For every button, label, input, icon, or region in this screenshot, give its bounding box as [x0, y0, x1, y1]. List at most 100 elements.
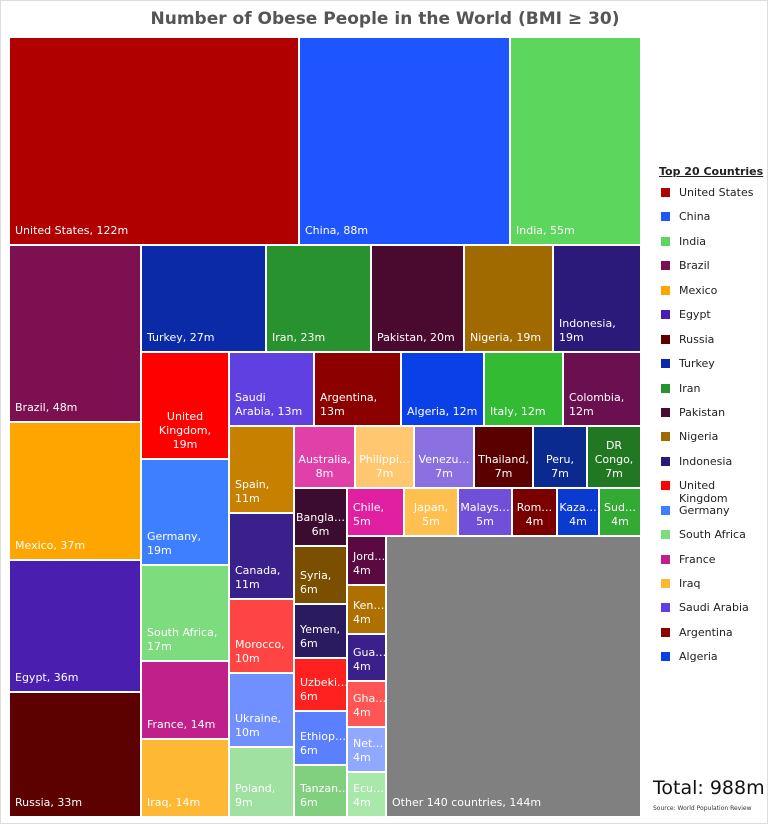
tile-label: Malays… 5m — [460, 501, 510, 528]
tile-label: Kaza… 4m — [559, 501, 597, 528]
legend-swatch — [661, 627, 670, 637]
legend-swatch — [661, 212, 670, 222]
tile-label: South Africa, 17m — [147, 626, 218, 653]
tile-label: United Kingdom, 19m — [158, 410, 212, 451]
tile-iran: Iran, 23m — [266, 245, 371, 352]
legend-label: South Africa — [679, 528, 746, 542]
tile-label: Tanzan… 6m — [300, 782, 347, 809]
legend-item: Russia — [659, 333, 767, 357]
tile-label: Iraq, 14m — [147, 796, 201, 809]
tile-label: Ken… 4m — [353, 599, 385, 626]
tile-label: Egypt, 36m — [15, 671, 79, 684]
tile-label: Argentina, 13m — [320, 391, 378, 418]
tile-label: Indonesia, 19m — [559, 317, 616, 344]
chart-title: Number of Obese People in the World (BMI… — [150, 9, 620, 29]
legend-item: India — [659, 235, 767, 259]
tile-united-states: United States, 122m — [9, 37, 299, 245]
tile-india: India, 55m — [510, 37, 641, 245]
legend-swatch — [661, 334, 670, 344]
legend-label: France — [679, 552, 716, 566]
legend-item: Nigeria — [659, 430, 767, 454]
tile-label: Algeria, 12m — [407, 405, 478, 418]
legend-item: Turkey — [659, 357, 767, 381]
legend-swatch — [661, 432, 670, 442]
legend-swatch — [661, 652, 670, 662]
tile-japan: Japan, 5m — [404, 488, 458, 536]
legend-item: Brazil — [659, 259, 767, 283]
tile-label: Venezu… 7m — [418, 453, 470, 480]
legend-title: Top 20 Countries — [659, 165, 764, 178]
legend-label: Mexico — [679, 283, 718, 297]
tile-argentina: Argentina, 13m — [314, 352, 401, 426]
tile-italy: Italy, 12m — [484, 352, 563, 426]
source-label: Source: World Population Review — [653, 805, 752, 812]
legend-label: Turkey — [679, 357, 715, 371]
tile-label: Chile, 5m — [353, 501, 385, 528]
tile-romania: Rom… 4m — [512, 488, 557, 536]
tile-peru: Peru, 7m — [533, 426, 587, 488]
tile-label: Nigeria, 19m — [470, 331, 542, 344]
tile-label: Ethiop… 6m — [300, 730, 347, 757]
tile-china: China, 88m — [299, 37, 510, 245]
tile-label: Saudi Arabia, 13m — [235, 391, 303, 418]
tile-label: Turkey, 27m — [147, 331, 215, 344]
tile-label: Thailand, 7m — [478, 453, 529, 480]
legend-swatch — [661, 505, 670, 515]
legend-item: Pakistan — [659, 406, 767, 430]
tile-russia: Russia, 33m — [9, 692, 141, 817]
tile-germany: Germany, 19m — [141, 459, 229, 565]
legend-item: Argentina — [659, 626, 767, 650]
legend: Top 20 Countries United States China India… — [659, 165, 767, 675]
tile-label: Colombia, 12m — [569, 391, 625, 418]
legend-label: Germany — [679, 503, 730, 517]
tile-label: Other 140 countries, 144m — [392, 796, 542, 809]
tile-label: Net… 4m — [353, 737, 384, 764]
tile-label: India, 55m — [516, 224, 575, 237]
tile-label: Japan, 5m — [413, 501, 449, 528]
tile-label: Italy, 12m — [490, 405, 546, 418]
legend-item: South Africa — [659, 528, 767, 552]
tile-colombia: Colombia, 12m — [563, 352, 641, 426]
tile-turkey: Turkey, 27m — [141, 245, 266, 352]
tile-label: Morocco, 10m — [235, 638, 285, 665]
tile-label: Ukraine, 10m — [235, 712, 281, 739]
tile-australia: Australia, 8m — [294, 426, 355, 488]
legend-label: Russia — [679, 332, 715, 346]
legend-swatch — [661, 579, 670, 588]
tile-bangladesh: Bangla… 6m — [294, 488, 347, 546]
legend-label: Brazil — [679, 259, 710, 273]
tile-kazakhstan: Kaza… 4m — [557, 488, 599, 536]
legend-item: France — [659, 553, 767, 577]
legend-label: Iran — [679, 381, 701, 395]
legend-item: Germany — [659, 504, 767, 528]
tile-label: Australia, 8m — [298, 453, 351, 480]
tile-venezuela: Venezu… 7m — [414, 426, 474, 488]
legend-swatch — [661, 383, 670, 393]
legend-item: Iraq — [659, 577, 767, 601]
legend-item: China — [659, 210, 767, 234]
legend-item: Algeria — [659, 650, 767, 674]
legend-swatch — [661, 188, 670, 197]
tile-mexico: Mexico, 37m — [9, 422, 141, 560]
tile-france: France, 14m — [141, 661, 229, 739]
tile-other-140-countries: Other 140 countries, 144m — [386, 536, 641, 817]
tile-label: Brazil, 48m — [15, 401, 78, 414]
tile-pakistan: Pakistan, 20m — [371, 245, 464, 352]
tile-label: Germany, 19m — [147, 530, 202, 557]
tile-tanzania: Tanzan… 6m — [294, 765, 347, 817]
tile-label: Jord… 4m — [353, 550, 386, 577]
tile-sudan: Sud… 4m — [599, 488, 641, 536]
tile-poland: Poland, 9m — [229, 747, 294, 817]
tile-label: Rom… 4m — [516, 501, 553, 528]
legend-swatch — [661, 456, 670, 466]
tile-ecuador: Ecu… 4m — [347, 772, 386, 817]
legend-label: United States — [679, 186, 754, 199]
tile-dr-congo: DR Congo, 7m — [587, 426, 641, 488]
legend-swatch — [661, 285, 670, 295]
tile-saudi-arabia: Saudi Arabia, 13m — [229, 352, 314, 426]
tile-label: United States, 122m — [15, 224, 129, 237]
legend-swatch — [661, 530, 670, 540]
legend-swatch — [661, 261, 670, 271]
tile-label: DR Congo, 7m — [594, 439, 634, 480]
